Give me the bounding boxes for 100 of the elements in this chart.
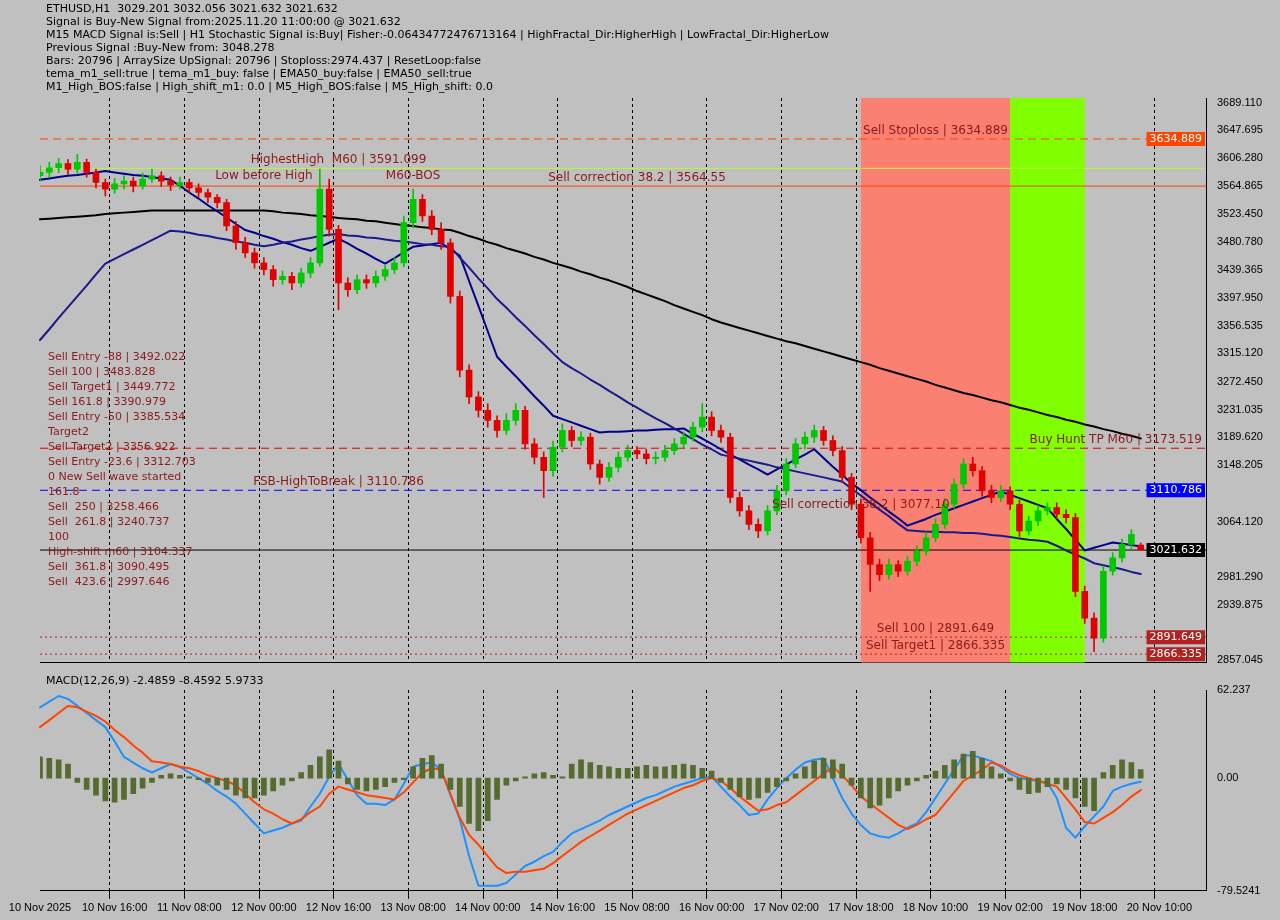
- bar: [568, 763, 575, 779]
- annotation: Sell 423.6 | 2997.646: [48, 575, 170, 589]
- bar: [261, 777, 267, 796]
- bar: [130, 777, 137, 795]
- bar: [270, 777, 277, 792]
- annotation: 161.8: [48, 485, 80, 499]
- bar: [512, 777, 519, 782]
- annotation: Sell 261.8 | 3240.737: [48, 515, 170, 529]
- bar: [149, 777, 155, 783]
- bar: [746, 777, 752, 800]
- chart-title: ETHUSD,H1 3029.201 3032.056 3021.632 3021.632: [46, 2, 338, 16]
- x-tick-label: 16 Nov 00:00: [678, 901, 745, 914]
- bar: [941, 765, 948, 779]
- annotation: Sell Entry -88 | 3492.022: [48, 350, 186, 364]
- annotation: 0 New Sell wave started: [48, 470, 182, 484]
- x-tick-label: 12 Nov 00:00: [231, 901, 297, 914]
- bar: [1091, 777, 1097, 812]
- bar: [596, 765, 603, 779]
- ref-line-label: 3021.632: [1149, 542, 1203, 556]
- y-tick-label: 0.00: [1217, 771, 1239, 784]
- y-tick-label: 3564.865: [1217, 178, 1263, 191]
- y-tick-label: 3148.205: [1217, 458, 1263, 471]
- x-tick-label: 15 Nov 08:00: [604, 901, 670, 914]
- x-tick-label: 10 Nov 2025: [8, 901, 72, 914]
- x-tick-label: 12 Nov 16:00: [305, 901, 372, 914]
- annotation: Sell Stoploss | 3634.889: [863, 123, 1008, 138]
- bar: [783, 777, 790, 782]
- bar: [372, 777, 379, 790]
- bar: [344, 777, 351, 785]
- bar: [1063, 777, 1069, 790]
- ref-line-label: 3110.786: [1149, 483, 1203, 497]
- x-tick-label: 10 Nov 16:00: [81, 901, 148, 914]
- y-tick-label: 3439.365: [1217, 263, 1263, 276]
- bar: [354, 777, 360, 790]
- y-tick-label: -79.5241: [1217, 883, 1261, 896]
- bar: [578, 759, 584, 779]
- text: Bars: 20796 | ArraySize UpSignal: 20796 | Stoploss:2974.437 | ResetLoop:false: [46, 54, 482, 68]
- annotation: Low before High: [215, 167, 313, 182]
- bar: [214, 777, 221, 786]
- x-tick-label: 18 Nov 10:00: [902, 901, 969, 914]
- bar: [466, 777, 472, 824]
- x-tick-label: 13 Nov 08:00: [380, 901, 446, 914]
- bar: [522, 776, 528, 779]
- annotation: FSB-HighToBreak | 3110.786: [253, 474, 424, 489]
- bar: [1119, 759, 1125, 779]
- bar: [634, 766, 640, 779]
- bar: [298, 772, 305, 779]
- y-tick-label: 3689.110: [1217, 95, 1263, 108]
- bar: [121, 777, 127, 800]
- bar: [718, 777, 724, 783]
- bar: [158, 774, 165, 779]
- bar: [102, 777, 109, 802]
- y-tick-label: 3189.620: [1217, 430, 1263, 443]
- bar: [46, 758, 53, 779]
- y-tick-label: 3523.450: [1217, 206, 1263, 219]
- bar: [969, 750, 976, 779]
- x-tick-label: 14 Nov 16:00: [529, 901, 596, 914]
- y-tick-label: 2939.875: [1217, 597, 1263, 610]
- bar: [1109, 765, 1116, 779]
- bar: [186, 776, 193, 779]
- annotation: Sell 250 | 3258.466: [48, 500, 160, 514]
- bar: [811, 760, 818, 779]
- y-tick-label: 3356.535: [1217, 318, 1263, 331]
- bar: [662, 766, 668, 779]
- bar: [1035, 777, 1041, 793]
- x-tick-label: 20 Nov 10:00: [1126, 901, 1193, 914]
- annotation: Sell Target1 | 3449.772: [48, 380, 176, 394]
- bar: [503, 777, 510, 786]
- bar: [177, 774, 183, 779]
- bar: [233, 777, 239, 796]
- bar: [699, 767, 706, 779]
- x-tick-label: 17 Nov 02:00: [753, 901, 819, 914]
- bar: [1053, 777, 1060, 785]
- bar: [317, 756, 323, 779]
- annotation: Sell correction 38.2 | 3564.55: [548, 170, 726, 185]
- y-tick-label: 2981.290: [1217, 570, 1263, 583]
- bar: [550, 774, 556, 779]
- bar: [382, 777, 388, 787]
- bar: [1007, 777, 1013, 782]
- bar: [438, 763, 444, 779]
- bar: [456, 777, 463, 807]
- annotation: 100: [48, 530, 69, 544]
- bar: [690, 765, 696, 779]
- annotation: M60-BOS: [385, 167, 441, 182]
- y-tick-label: 3397.950: [1217, 290, 1263, 303]
- bar: [93, 777, 99, 796]
- bar: [774, 777, 780, 787]
- annotation: Sell Entry -50 | 3385.534: [48, 410, 186, 424]
- text: Signal is Buy-New Signal from:2025.11.20 11:00:00 @ 3021.632: [46, 15, 401, 29]
- text: Previous Signal :Buy-New from: 3048.278: [46, 41, 275, 55]
- annotation: Sell 361.8 | 3090.495: [48, 560, 170, 574]
- annotation: Sell Entry -23.6 | 3312.703: [48, 455, 196, 469]
- bar: [242, 777, 249, 799]
- bar: [74, 777, 81, 783]
- text: tema_m1_sell:true | tema_m1_buy: false | EMA50_buy:false | EMA50_sell:true: [46, 67, 473, 81]
- ref-line-label: 2866.335: [1149, 646, 1203, 660]
- x-tick-label: 17 Nov 18:00: [828, 901, 894, 914]
- bar: [279, 777, 286, 786]
- x-tick-label: 19 Nov 18:00: [1052, 901, 1118, 914]
- bar: [848, 777, 855, 786]
